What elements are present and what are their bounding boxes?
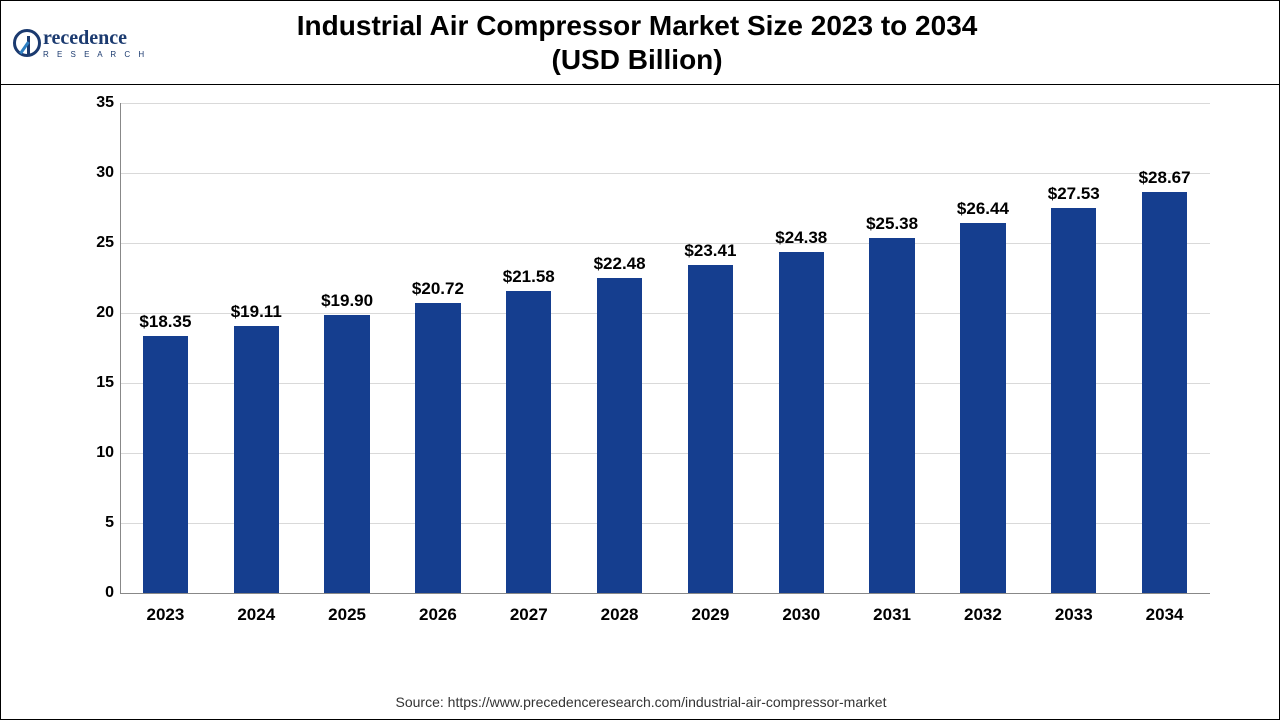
bar	[960, 223, 1005, 593]
x-axis-tick: 2025	[328, 605, 366, 625]
bar	[506, 291, 551, 593]
gridline	[120, 103, 1210, 104]
y-axis-tick: 25	[70, 234, 114, 252]
bar	[1051, 208, 1096, 593]
gridline	[120, 173, 1210, 174]
logo-subtext: R E S E A R C H	[43, 50, 147, 59]
y-axis-tick: 20	[70, 304, 114, 322]
bar-value-label: $26.44	[957, 199, 1009, 219]
bar-value-label: $20.72	[412, 279, 464, 299]
bar-value-label: $24.38	[775, 228, 827, 248]
chart-title: Industrial Air Compressor Market Size 20…	[147, 9, 1127, 76]
plot-area	[120, 103, 1210, 593]
bar	[415, 303, 460, 593]
chart-container: recedence R E S E A R C H Industrial Air…	[0, 0, 1280, 720]
x-axis-tick: 2024	[237, 605, 275, 625]
gridline	[120, 313, 1210, 314]
logo-text: recedence	[43, 27, 127, 50]
y-axis-tick: 10	[70, 444, 114, 462]
y-axis-tick: 35	[70, 94, 114, 112]
gridline	[120, 523, 1210, 524]
y-axis-tick: 15	[70, 374, 114, 392]
bar-value-label: $21.58	[503, 267, 555, 287]
bar	[234, 326, 279, 594]
bar	[324, 315, 369, 594]
header: recedence R E S E A R C H Industrial Air…	[1, 1, 1279, 85]
chart-area: 05101520253035$18.352023$19.112024$19.90…	[70, 103, 1210, 643]
gridline	[120, 243, 1210, 244]
bar-value-label: $23.41	[684, 241, 736, 261]
x-axis-tick: 2026	[419, 605, 457, 625]
y-axis-tick: 30	[70, 164, 114, 182]
x-axis-tick: 2028	[601, 605, 639, 625]
bar	[779, 252, 824, 593]
y-axis-tick: 0	[70, 584, 114, 602]
x-axis-tick: 2032	[964, 605, 1002, 625]
bar	[597, 278, 642, 593]
title-line2: (USD Billion)	[552, 44, 723, 75]
bar	[688, 265, 733, 593]
x-axis-tick: 2027	[510, 605, 548, 625]
y-axis-tick: 5	[70, 514, 114, 532]
bar-value-label: $28.67	[1139, 168, 1191, 188]
gridline	[120, 383, 1210, 384]
logo: recedence R E S E A R C H	[13, 27, 147, 59]
x-axis-tick: 2034	[1146, 605, 1184, 625]
bar	[869, 238, 914, 593]
bar-value-label: $25.38	[866, 214, 918, 234]
source-text: Source: https://www.precedenceresearch.c…	[1, 694, 1280, 710]
bar-value-label: $19.11	[231, 302, 282, 322]
logo-icon	[13, 29, 41, 57]
bar	[143, 336, 188, 593]
bar-value-label: $27.53	[1048, 184, 1100, 204]
bar-value-label: $18.35	[139, 312, 191, 332]
x-axis-tick: 2029	[691, 605, 729, 625]
y-axis-line	[120, 103, 121, 593]
x-axis-tick: 2023	[146, 605, 184, 625]
x-axis-tick: 2030	[782, 605, 820, 625]
bar-value-label: $19.90	[321, 291, 373, 311]
x-axis-line	[120, 593, 1210, 594]
bar-value-label: $22.48	[594, 254, 646, 274]
gridline	[120, 453, 1210, 454]
bar	[1142, 192, 1187, 593]
x-axis-tick: 2033	[1055, 605, 1093, 625]
title-line1: Industrial Air Compressor Market Size 20…	[297, 10, 978, 41]
x-axis-tick: 2031	[873, 605, 911, 625]
